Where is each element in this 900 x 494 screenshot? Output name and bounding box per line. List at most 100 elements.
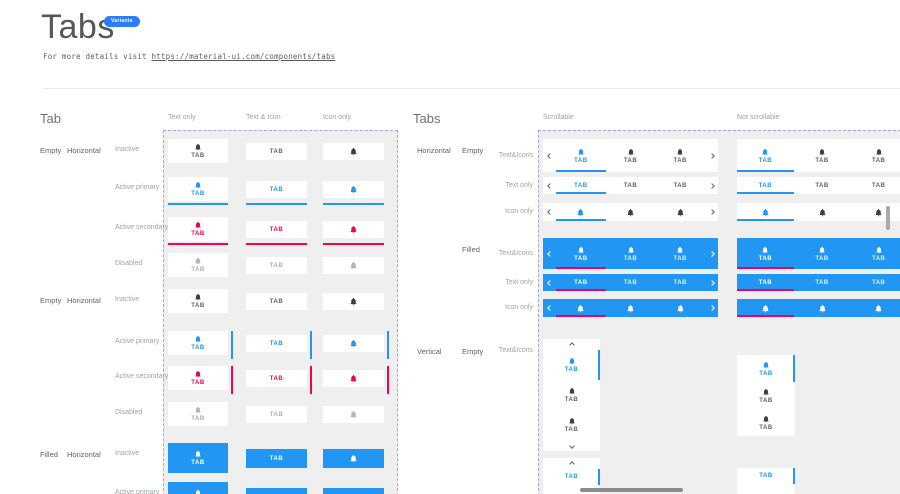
tab[interactable]: TAB [850, 177, 900, 194]
tab[interactable] [737, 203, 794, 221]
tab[interactable] [556, 203, 606, 221]
tab[interactable]: TAB [737, 139, 794, 172]
tab[interactable] [323, 257, 384, 274]
tab[interactable]: TAB [168, 331, 228, 355]
tab[interactable] [323, 143, 384, 160]
tab[interactable] [606, 299, 656, 317]
tab[interactable] [323, 370, 384, 387]
tab[interactable] [850, 299, 900, 317]
chevron-right-icon[interactable] [705, 299, 718, 317]
tab[interactable]: TAB [246, 293, 307, 310]
bell-icon [349, 374, 358, 383]
chevron-right-icon[interactable] [705, 274, 718, 291]
tab[interactable] [323, 293, 384, 310]
chevron-right-icon[interactable] [705, 139, 718, 172]
tab[interactable] [655, 299, 705, 317]
subtitle-link[interactable]: https://material-ui.com/components/tabs [151, 52, 336, 61]
chevron-left-icon[interactable] [543, 299, 556, 317]
tab[interactable]: TAB [794, 139, 851, 172]
tab[interactable]: TAB [246, 488, 307, 494]
chevron-right-icon[interactable] [705, 238, 718, 269]
tab[interactable]: TAB [168, 366, 228, 390]
state-label: Active primary [115, 338, 160, 345]
tab[interactable]: TAB [168, 402, 228, 426]
tab[interactable]: TAB [246, 257, 307, 274]
tab[interactable] [323, 406, 384, 423]
tab[interactable]: TAB [246, 221, 307, 238]
tab[interactable]: TAB [543, 410, 600, 440]
tab[interactable]: TAB [655, 274, 705, 291]
tab[interactable]: TAB [737, 468, 795, 484]
chevron-left-icon[interactable] [543, 274, 556, 291]
tab[interactable]: TAB [543, 380, 600, 410]
tab[interactable]: TAB [168, 482, 228, 494]
tab[interactable]: TAB [543, 350, 600, 380]
tab[interactable]: TAB [168, 289, 228, 313]
tab[interactable]: TAB [246, 406, 307, 423]
tab[interactable] [794, 203, 851, 221]
tab[interactable]: TAB [168, 253, 228, 277]
tab[interactable]: TAB [737, 355, 795, 382]
tab[interactable]: TAB [168, 177, 228, 201]
tab-label: TAB [191, 267, 205, 273]
active-indicator [556, 219, 606, 221]
tab[interactable]: TAB [655, 139, 705, 172]
tab[interactable] [323, 488, 384, 494]
tab[interactable] [556, 299, 606, 317]
chevron-right-icon[interactable] [705, 203, 718, 221]
tab[interactable] [323, 221, 384, 238]
tab[interactable] [323, 181, 384, 198]
tab[interactable]: TAB [850, 238, 900, 269]
tab[interactable]: TAB [655, 177, 705, 194]
chevron-left-icon[interactable] [543, 238, 556, 269]
horizontal-scrollbar[interactable] [580, 488, 683, 492]
tab[interactable]: TAB [794, 177, 851, 194]
tab[interactable] [655, 203, 705, 221]
tab[interactable]: TAB [246, 370, 307, 387]
tab[interactable]: TAB [606, 139, 656, 172]
chevron-left-icon[interactable] [543, 177, 556, 194]
chevron-left-icon[interactable] [543, 139, 556, 172]
tab[interactable] [737, 299, 794, 317]
chevron-up-icon[interactable] [543, 458, 600, 469]
chevron-left-icon[interactable] [543, 203, 556, 221]
tab[interactable]: TAB [794, 274, 851, 291]
tab[interactable]: TAB [168, 217, 228, 241]
tab[interactable]: TAB [246, 335, 307, 352]
tab-state-row: Active secondary TAB TAB [0, 366, 900, 394]
tab[interactable]: TAB [737, 409, 795, 436]
tab[interactable] [323, 335, 384, 352]
chevron-right-icon[interactable] [705, 177, 718, 194]
tab[interactable]: TAB [556, 177, 606, 194]
tab[interactable]: TAB [850, 274, 900, 291]
tab[interactable]: TAB [655, 238, 705, 269]
chevron-down-icon[interactable] [543, 440, 600, 451]
chevron-up-icon[interactable] [543, 339, 600, 350]
tab[interactable]: TAB [556, 238, 606, 269]
vertical-scrollbar[interactable] [886, 206, 890, 230]
tab[interactable]: TAB [543, 469, 600, 485]
tab[interactable] [794, 299, 851, 317]
tab[interactable]: TAB [246, 449, 307, 468]
tab[interactable]: TAB [737, 177, 794, 194]
tab[interactable]: TAB [168, 139, 228, 163]
tab[interactable]: TAB [606, 274, 656, 291]
tab[interactable]: TAB [246, 181, 307, 198]
tab[interactable]: TAB [737, 238, 794, 269]
tab[interactable] [850, 203, 900, 221]
tab[interactable]: TAB [556, 139, 606, 172]
tab[interactable]: TAB [794, 238, 851, 269]
tab[interactable]: TAB [606, 238, 656, 269]
group-label: Horizontal [417, 146, 451, 155]
tab[interactable] [323, 449, 384, 468]
tab[interactable]: TAB [556, 274, 606, 291]
tab[interactable]: TAB [737, 382, 795, 409]
tab[interactable]: TAB [246, 143, 307, 160]
bell-icon [818, 304, 827, 313]
bell-icon [762, 415, 770, 423]
tab[interactable] [606, 203, 656, 221]
tab[interactable]: TAB [850, 139, 900, 172]
tab[interactable]: TAB [606, 177, 656, 194]
tab[interactable]: TAB [168, 443, 228, 473]
tab[interactable]: TAB [737, 274, 794, 291]
